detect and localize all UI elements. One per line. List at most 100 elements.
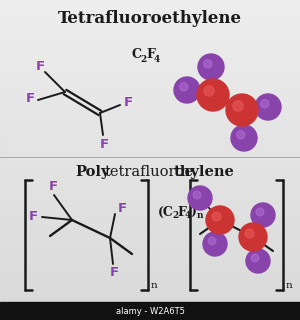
Text: F: F [123,97,133,109]
Bar [0,156,300,157]
Bar [0,186,300,187]
Circle shape [251,203,275,227]
Bar [0,184,300,185]
Bar [0,113,300,114]
Bar [0,126,300,127]
Bar [0,240,300,241]
Bar [0,226,300,227]
Bar [0,305,300,306]
Circle shape [198,54,224,80]
Bar [0,259,300,260]
Bar [0,127,300,128]
Bar [0,27,300,28]
Bar [0,18,300,19]
Bar [0,125,300,126]
Bar [0,169,300,170]
Bar [0,48,300,49]
Circle shape [203,232,227,256]
Circle shape [246,249,270,273]
Circle shape [237,131,245,139]
Bar [0,104,300,105]
Bar [0,17,300,18]
Bar [0,74,300,75]
Circle shape [231,125,257,151]
Bar [0,290,300,291]
Bar [0,31,300,32]
Text: F: F [99,138,109,150]
Text: F: F [48,180,58,193]
Bar [0,308,300,309]
Bar [0,146,300,147]
Bar [0,97,300,98]
Circle shape [174,77,200,103]
Bar [0,40,300,41]
Bar [0,21,300,22]
Text: F: F [146,49,155,61]
Bar [0,282,300,283]
Bar [0,267,300,268]
Bar [0,58,300,59]
Bar [0,105,300,106]
Text: F: F [117,203,127,215]
Bar [0,8,300,9]
Bar [0,69,300,70]
Bar [0,110,300,111]
Bar [0,270,300,271]
Bar [0,161,300,162]
Bar [0,86,300,87]
Bar [0,181,300,182]
Bar [0,53,300,54]
Bar [0,55,300,56]
Bar [0,292,300,293]
Bar [0,59,300,60]
Bar [0,52,300,53]
Bar [0,234,300,235]
Bar [0,317,300,318]
Circle shape [206,206,234,234]
Bar [0,164,300,165]
Bar [0,117,300,118]
Text: n: n [151,281,158,290]
Bar [0,232,300,233]
Bar [0,174,300,175]
Bar [0,229,300,230]
Bar [0,149,300,150]
Bar [0,276,300,277]
Bar [0,79,300,80]
Bar [0,180,300,181]
Bar [0,144,300,145]
Bar [0,65,300,66]
Circle shape [204,60,212,68]
Bar [0,189,300,190]
Bar [0,251,300,252]
Bar [0,205,300,206]
Bar [0,279,300,280]
Bar [0,280,300,281]
Text: F: F [110,267,118,279]
Circle shape [255,94,281,120]
Circle shape [251,254,259,262]
Bar [0,75,300,76]
Bar [0,202,300,203]
Bar [0,315,300,316]
Bar [0,56,300,57]
Bar [0,179,300,180]
Bar [0,11,300,12]
Bar [0,217,300,218]
Bar [0,204,300,205]
Bar [0,71,300,72]
Bar [0,171,300,172]
Text: F: F [35,60,45,73]
Bar [0,262,300,263]
Bar [0,34,300,35]
Bar [0,212,300,213]
Bar [0,191,300,192]
Bar [0,88,300,89]
Bar [0,1,300,2]
Bar [0,304,300,305]
Bar [0,148,300,149]
Bar [0,45,300,46]
Bar [0,35,300,36]
Bar [0,194,300,195]
Bar [0,64,300,65]
